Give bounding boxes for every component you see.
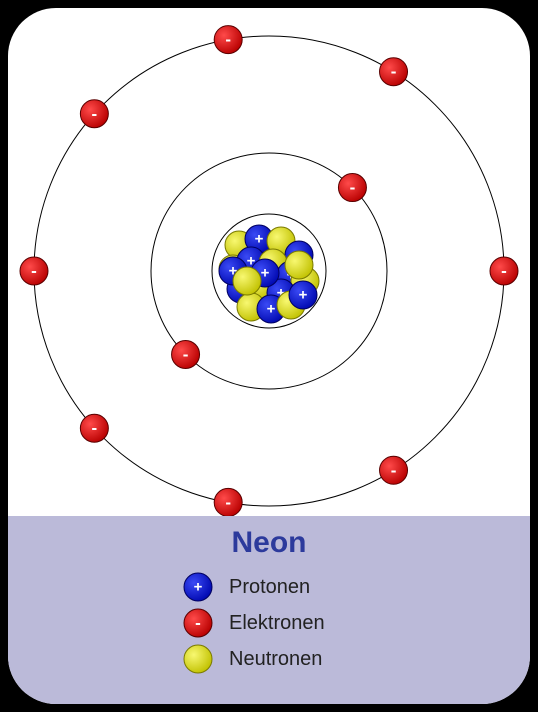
legend-row-proton: + Protonen: [183, 572, 310, 602]
atom-diagram: ++++++++++----------: [8, 8, 530, 516]
legend-label: Protonen: [229, 576, 310, 599]
svg-text:+: +: [255, 231, 264, 248]
electron-icon: -: [183, 608, 213, 638]
electron: -: [80, 414, 108, 442]
electron: -: [20, 257, 48, 285]
electron: -: [172, 340, 200, 368]
neutron: [233, 267, 261, 295]
svg-text:-: -: [225, 493, 231, 512]
svg-text:-: -: [501, 262, 507, 281]
svg-text:+: +: [267, 301, 276, 318]
svg-text:+: +: [194, 579, 203, 596]
legend-label: Elektronen: [229, 612, 325, 635]
svg-text:-: -: [391, 62, 397, 81]
legend-panel: Neon + Protonen - Elektronen Neutronen: [8, 516, 530, 704]
svg-text:-: -: [92, 419, 98, 438]
svg-text:+: +: [261, 265, 270, 282]
element-title: Neon: [8, 526, 530, 560]
electron: -: [490, 257, 518, 285]
neutron-icon: [183, 644, 213, 674]
svg-text:-: -: [350, 178, 356, 197]
electron: -: [338, 174, 366, 202]
svg-text:+: +: [299, 287, 308, 304]
svg-text:-: -: [31, 262, 37, 281]
electron: -: [214, 488, 242, 516]
svg-text:-: -: [391, 461, 397, 480]
legend-row-electron: - Elektronen: [183, 608, 325, 638]
neutron: [285, 251, 313, 279]
svg-text:-: -: [225, 30, 231, 49]
proton-icon: +: [183, 572, 213, 602]
electron: -: [380, 58, 408, 86]
svg-text:-: -: [195, 614, 201, 633]
legend-rows: + Protonen - Elektronen Neutronen: [8, 572, 530, 674]
svg-text:-: -: [183, 345, 189, 364]
legend-row-neutron: Neutronen: [183, 644, 322, 674]
card: ++++++++++---------- Neon +Protonen-Elek…: [8, 8, 530, 704]
svg-text:-: -: [92, 104, 98, 123]
electron: -: [214, 26, 242, 54]
electron: -: [380, 456, 408, 484]
proton: +: [289, 281, 317, 309]
legend-label: Neutronen: [229, 648, 322, 671]
electron: -: [80, 100, 108, 128]
